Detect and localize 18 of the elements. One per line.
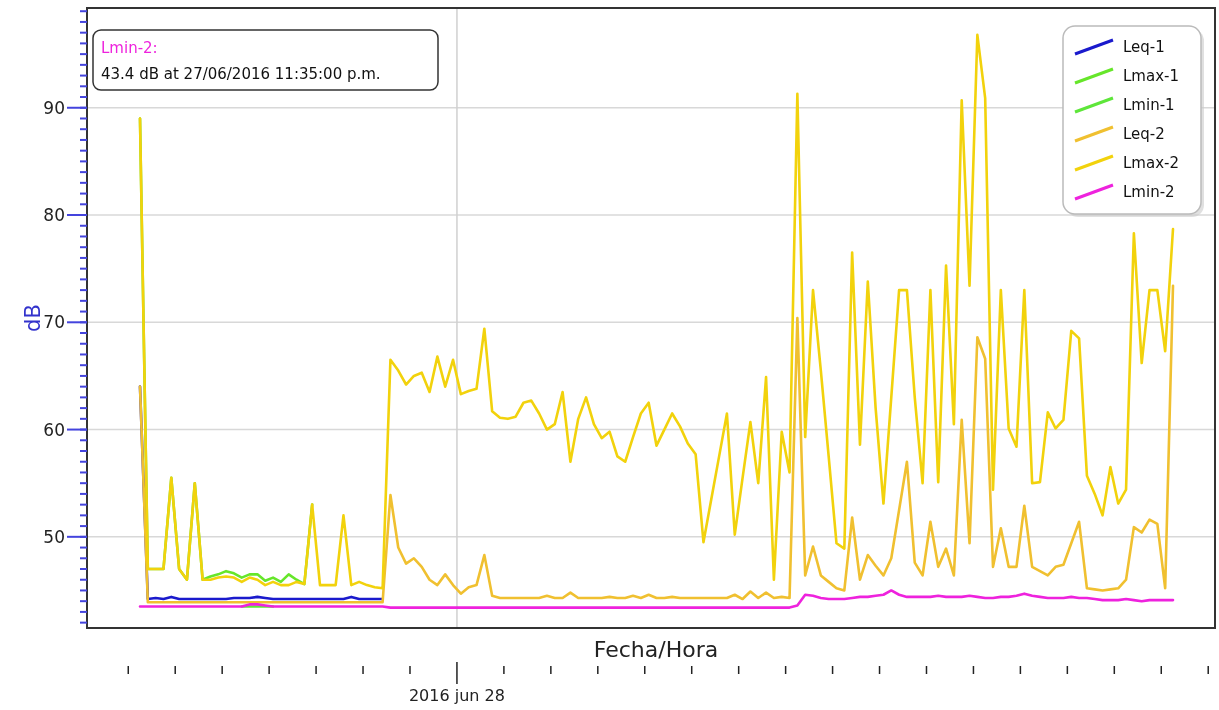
annotation: Lmin-2: bbox=[101, 39, 158, 57]
y-tick-label: 60 bbox=[43, 419, 65, 440]
annotation: 43.4 dB at 27/06/2016 11:35:00 p.m. bbox=[101, 65, 381, 83]
line-series bbox=[138, 589, 1175, 609]
y-tick-label: 90 bbox=[43, 97, 65, 118]
line-series bbox=[138, 284, 1175, 604]
legend-label: Leq-1 bbox=[1123, 38, 1165, 57]
y-tick-label: 70 bbox=[43, 312, 65, 333]
legend-label: Leq-2 bbox=[1123, 125, 1165, 144]
legend-label: Lmax-2 bbox=[1123, 154, 1179, 173]
legend-label: Lmin-1 bbox=[1123, 96, 1175, 115]
y-tick-label: 80 bbox=[43, 204, 65, 225]
x-axis-title: Fecha/Hora bbox=[593, 637, 719, 662]
legend-label: Lmin-2 bbox=[1123, 183, 1175, 202]
legend-label: Lmax-1 bbox=[1123, 67, 1179, 86]
y-axis-title: dB bbox=[21, 304, 45, 332]
text: 2016 jun 28 bbox=[408, 686, 505, 705]
y-tick-label: 50 bbox=[43, 526, 65, 547]
